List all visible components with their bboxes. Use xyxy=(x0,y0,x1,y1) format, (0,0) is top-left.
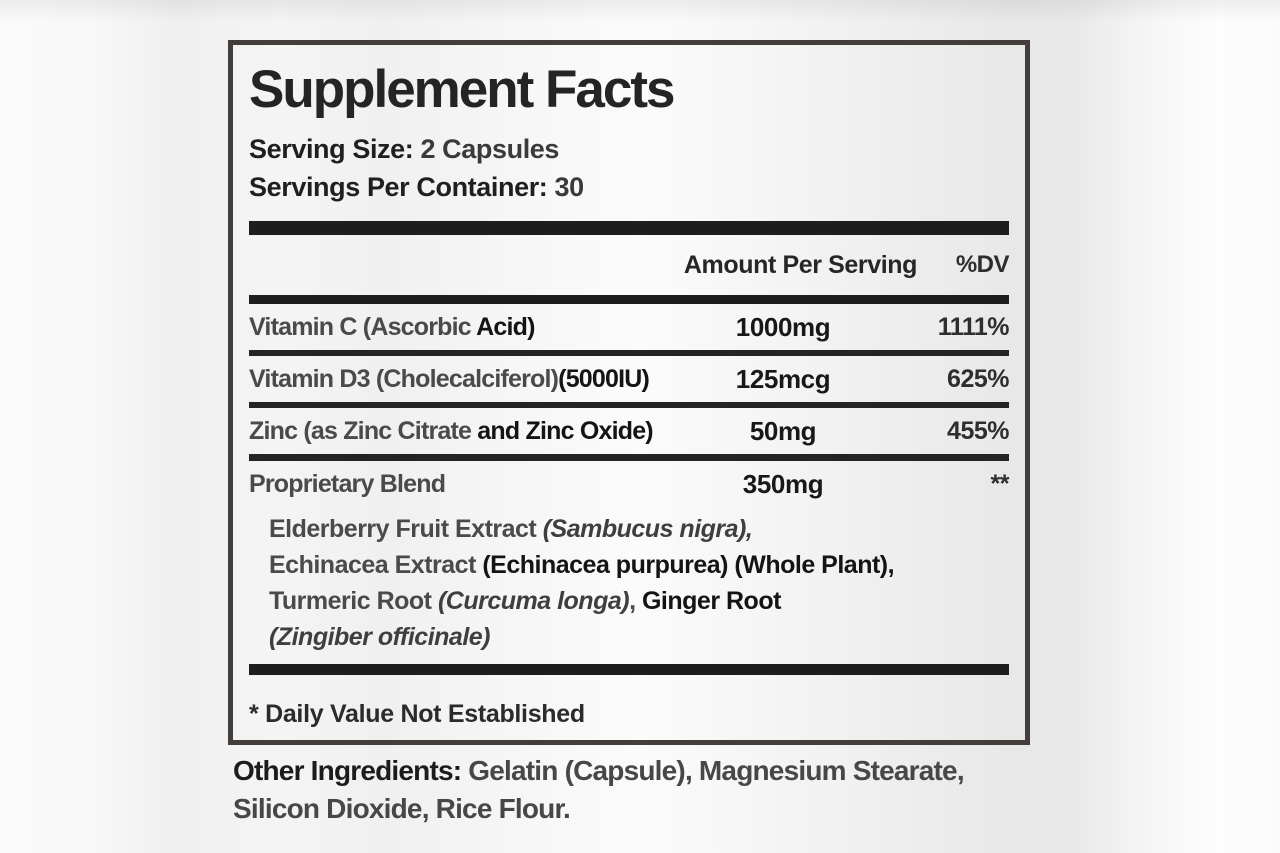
blend-line-segment: (Zingiber officinale) xyxy=(269,623,491,652)
blend-line-segment: Turmeric Root xyxy=(269,587,438,616)
thick-divider-bottom xyxy=(249,664,1009,676)
ingredient-name-segment: Proprietary Blend xyxy=(249,469,446,498)
dv-header: %DV xyxy=(955,251,1010,279)
ingredient-name-segment: (5000IU) xyxy=(558,364,650,393)
ingredient-name-segment: Vitamin D3 (Cholecalciferol) xyxy=(249,364,559,393)
ingredient-row: Proprietary Blend 350mg ** xyxy=(249,461,1010,507)
ingredient-row: Vitamin C (Ascorbic Acid) 1000mg 1111% xyxy=(249,304,1010,350)
blend-line-segment: , xyxy=(629,587,642,616)
ingredient-dv: 1111% xyxy=(937,312,1010,341)
blend-line-segment: Elderberry Fruit Extract xyxy=(269,515,543,544)
ingredient-name-segment: and Zinc Oxide) xyxy=(477,416,653,445)
ingredient-name-segment: Zinc (as Zinc Citrate xyxy=(249,416,478,445)
blend-line: Elderberry Fruit Extract (Sambucus nigra… xyxy=(269,511,1009,547)
header-divider xyxy=(249,295,1009,305)
other-ingredients-label: Other Ingredients: xyxy=(233,755,462,786)
ingredients-table: Vitamin C (Ascorbic Acid) 1000mg 1111% Vita… xyxy=(249,304,1010,507)
proprietary-blend-details: Elderberry Fruit Extract (Sambucus nigra… xyxy=(269,511,1009,655)
servings-per-container-value: 30 xyxy=(554,172,585,203)
serving-size-line: Serving Size: 2 Capsules xyxy=(249,130,1009,168)
daily-value-footnote: * Daily Value Not Established xyxy=(249,700,585,729)
ingredient-row: Vitamin D3 (Cholecalciferol)(5000IU) 125m… xyxy=(249,356,1010,402)
row-divider xyxy=(249,350,1009,357)
ingredient-amount: 50mg xyxy=(749,415,817,446)
row-divider xyxy=(249,402,1009,409)
blend-line: (Zingiber officinale) xyxy=(269,619,1009,655)
blend-line-segment: (Echinacea purpurea) (Whole Plant), xyxy=(482,551,895,580)
ingredient-row: Zinc (as Zinc Citrate and Zinc Oxide) 50m… xyxy=(249,408,1010,454)
ingredient-name-segment: Vitamin C (Ascorbic xyxy=(249,312,477,341)
servings-per-container-line: Servings Per Container: 30 xyxy=(249,168,1009,206)
other-ingredients-value: Gelatin (Capsule), Magnesium Stearate, S… xyxy=(233,755,965,824)
supplement-facts-panel: Supplement Facts Serving Size: 2 Capsule… xyxy=(228,40,1030,745)
ingredient-amount: 350mg xyxy=(742,468,824,499)
ingredient-name: Proprietary Blend xyxy=(249,470,683,499)
blend-line-segment: Ginger Root xyxy=(641,587,781,616)
supplement-facts-title: Supplement Facts xyxy=(249,60,675,119)
other-ingredients: Other Ingredients: Gelatin (Capsule), Ma… xyxy=(233,752,1053,828)
ingredient-name-segment: Acid) xyxy=(476,312,535,341)
ingredient-amount: 1000mg xyxy=(735,311,831,342)
row-divider xyxy=(249,454,1009,462)
ingredient-name: Vitamin C (Ascorbic Acid) xyxy=(249,313,683,342)
ingredient-amount: 125mcg xyxy=(735,363,831,394)
ingredient-dv: ** xyxy=(990,469,1010,498)
ingredient-dv: 625% xyxy=(947,364,1009,393)
blend-line: Echinacea Extract (Echinacea purpurea) (… xyxy=(269,547,1009,583)
blend-line-segment: (Curcuma longa) xyxy=(437,587,630,616)
blend-line-segment: (Sambucus nigra), xyxy=(542,515,753,544)
servings-per-container-label: Servings Per Container: xyxy=(249,172,548,203)
blend-line: Turmeric Root (Curcuma longa), Ginger Ro… xyxy=(269,583,1009,619)
ingredient-name: Vitamin D3 (Cholecalciferol)(5000IU) xyxy=(249,365,683,394)
blend-line-segment: Echinacea Extract xyxy=(269,551,483,580)
column-header-row: Amount Per Serving %DV xyxy=(249,235,1010,295)
ingredient-name: Zinc (as Zinc Citrate and Zinc Oxide) xyxy=(249,417,683,446)
serving-size-label: Serving Size: xyxy=(249,134,414,165)
amount-per-serving-header: Amount Per Serving xyxy=(683,250,918,279)
ingredient-dv: 455% xyxy=(947,416,1009,445)
serving-size-value: 2 Capsules xyxy=(420,134,560,165)
thick-divider-top xyxy=(249,221,1009,236)
